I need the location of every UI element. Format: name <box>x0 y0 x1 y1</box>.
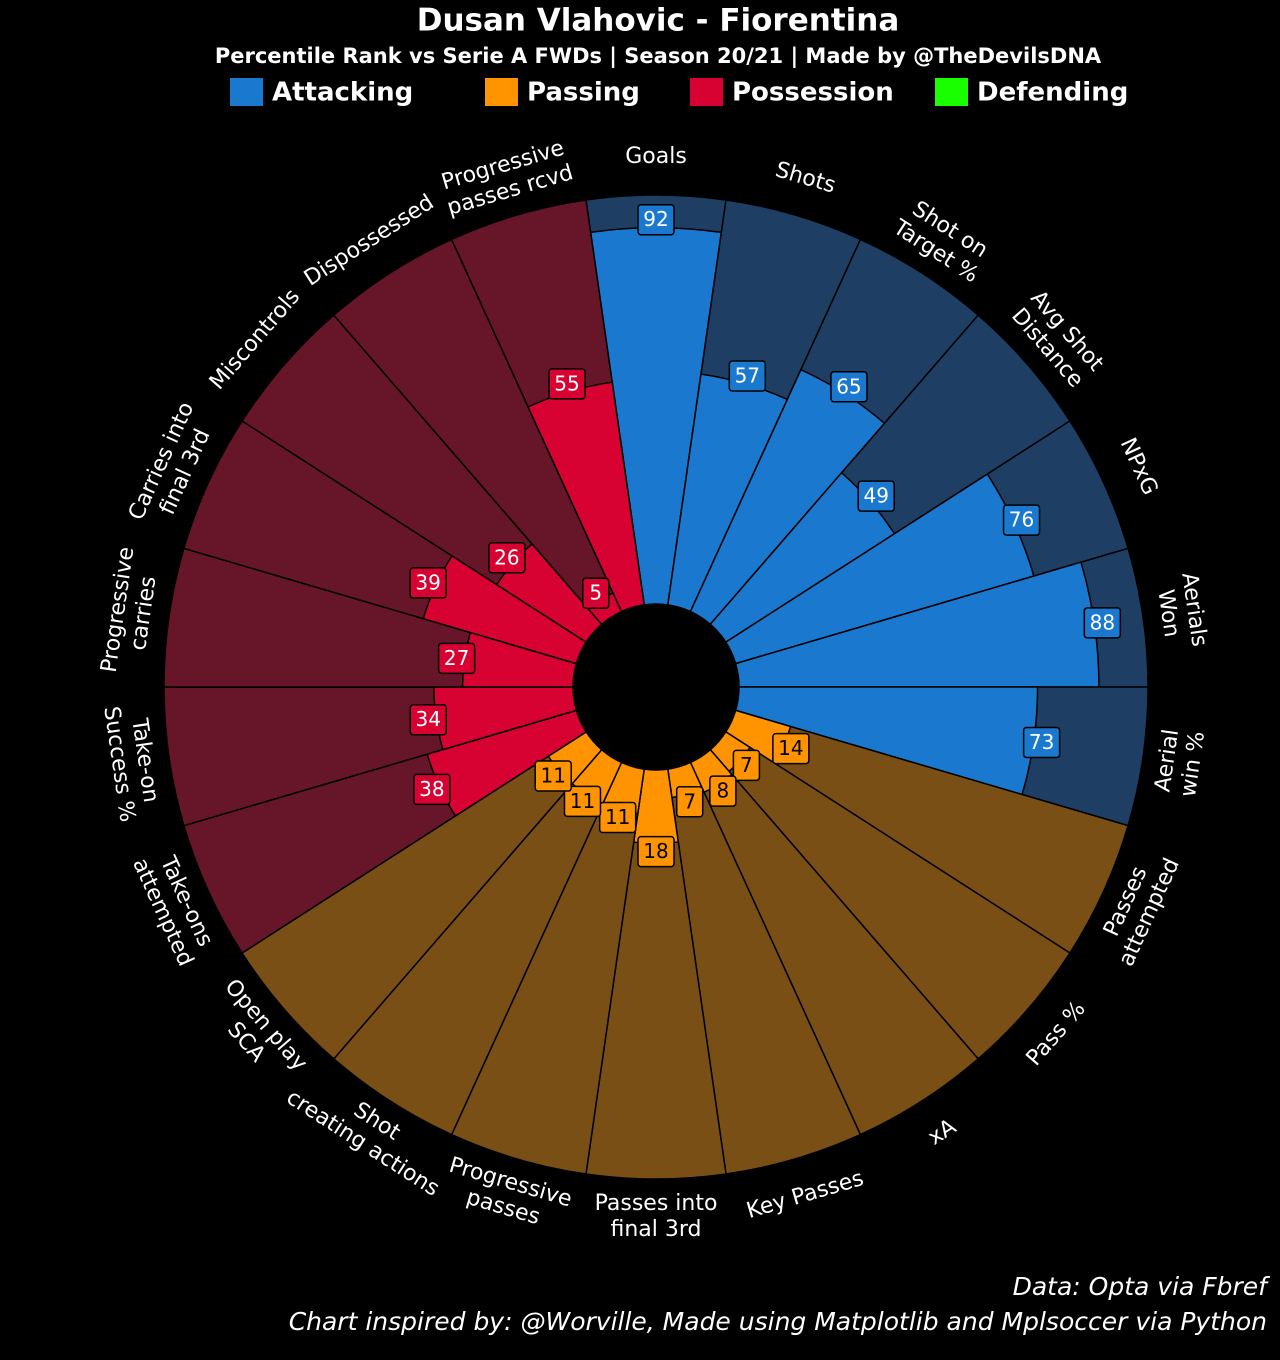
value-label: 26 <box>494 545 519 569</box>
footer: Chart inspired by: @Worville, Made using… <box>289 1307 1267 1336</box>
legend-label: Defending <box>977 78 1128 108</box>
footer: Data: Opta via Fbref <box>1013 1272 1271 1301</box>
value-label: 65 <box>836 374 861 398</box>
value-label: 34 <box>416 707 441 731</box>
legend-label: Possession <box>732 78 894 108</box>
value-label-box <box>563 785 602 818</box>
value-label: 76 <box>1009 508 1034 532</box>
parameter-label-line: Goals <box>625 144 687 169</box>
value-label-box <box>581 577 610 609</box>
legend-swatch <box>485 78 518 106</box>
value-label: 27 <box>444 646 469 670</box>
bar <box>734 561 1100 688</box>
value-label: 49 <box>864 484 889 508</box>
value-label: 88 <box>1090 610 1115 634</box>
value-label-box <box>534 760 572 792</box>
legend-swatch <box>230 78 263 106</box>
value-label-box <box>830 371 868 403</box>
value-label-box <box>1083 607 1122 639</box>
value-label-box <box>409 567 447 599</box>
value-label: 14 <box>778 736 803 760</box>
value-label: 11 <box>540 764 565 788</box>
value-label-box <box>413 773 451 806</box>
value-label-box <box>637 835 675 868</box>
value-label: 8 <box>717 779 730 803</box>
value-label: 5 <box>589 581 602 605</box>
value-label: 11 <box>605 805 630 829</box>
value-label-box <box>732 749 761 782</box>
value-label-box <box>1022 726 1061 759</box>
parameter-label: Goals <box>625 144 687 169</box>
value-label: 39 <box>415 570 440 594</box>
value-label-box <box>637 203 675 236</box>
value-label-box <box>772 732 810 765</box>
value-label: 7 <box>740 753 753 777</box>
chart-subtitle: Percentile Rank vs Serie A FWDs | Season… <box>215 44 1102 69</box>
value-label: 55 <box>554 371 579 395</box>
legend-label: Passing <box>527 78 640 108</box>
value-label-box <box>857 480 895 512</box>
value-label: 7 <box>683 789 696 813</box>
value-label-box <box>675 786 704 818</box>
parameter-label-line: Passes into <box>595 1191 718 1216</box>
value-label-box <box>709 775 737 807</box>
value-label-box <box>488 542 526 574</box>
value-label: 57 <box>735 363 760 387</box>
legend-label: Attacking <box>272 78 413 108</box>
value-label-box <box>548 368 586 400</box>
center-hole <box>573 604 739 770</box>
value-label: 11 <box>570 789 595 813</box>
legend-swatch <box>690 78 723 106</box>
chart-title: Dusan Vlahovic - Fiorentina <box>417 3 900 39</box>
value-label-box <box>728 360 767 392</box>
value-label: 73 <box>1029 730 1054 754</box>
parameter-label-line: final 3rd <box>610 1217 701 1242</box>
value-label-box <box>437 642 476 675</box>
value-label-box <box>598 801 637 834</box>
legend-swatch <box>935 78 968 106</box>
value-label: 92 <box>643 207 668 231</box>
value-label: 38 <box>419 777 444 801</box>
value-label-box <box>409 703 448 736</box>
value-label-box <box>1002 504 1041 536</box>
value-label: 18 <box>643 839 668 863</box>
